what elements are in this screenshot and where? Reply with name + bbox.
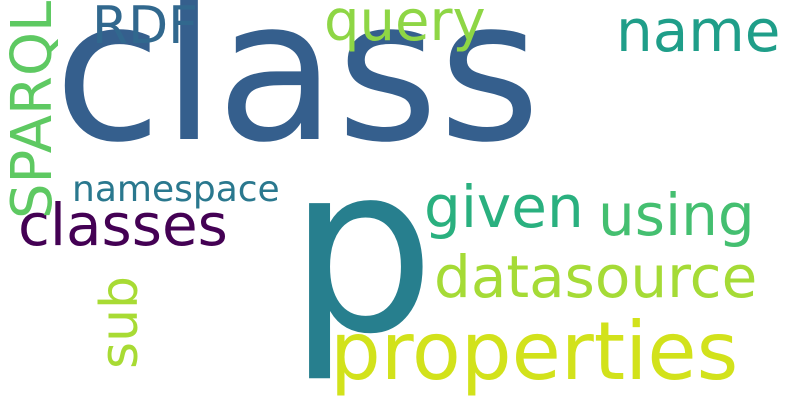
- word-sub: sub: [90, 275, 150, 369]
- word-using: using: [598, 181, 755, 249]
- word-p: p: [288, 115, 436, 385]
- word-query: query: [324, 0, 486, 54]
- word-properties: properties: [330, 305, 739, 398]
- word-name: name: [616, 0, 781, 65]
- word-class: class: [54, 0, 541, 186]
- word-sparql: SPARQL: [0, 0, 65, 219]
- word-classes: classes: [18, 191, 228, 259]
- word-namespace: namespace: [72, 169, 280, 210]
- word-rdf: RDF: [92, 0, 199, 56]
- word-datasource: datasource: [434, 243, 758, 311]
- word-given: given: [424, 173, 584, 241]
